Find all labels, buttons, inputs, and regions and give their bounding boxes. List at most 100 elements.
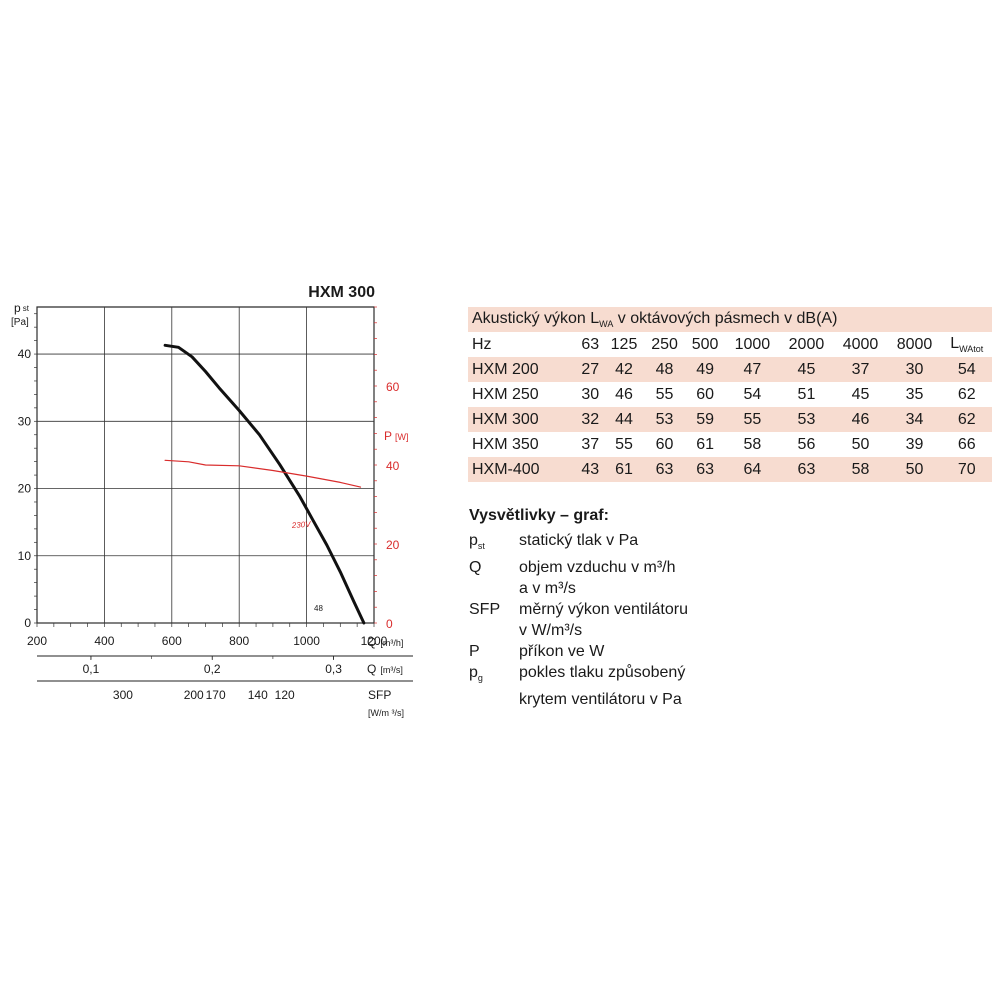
q-ms-axis-label: Q [m³/s] bbox=[367, 662, 403, 676]
table-header-cell: 63 bbox=[581, 335, 600, 353]
table-value-cell: 59 bbox=[684, 407, 726, 432]
power-curve-label: 230V bbox=[291, 520, 312, 530]
legend-symbol: Q bbox=[469, 559, 482, 577]
table-value-cell: 34 bbox=[887, 407, 942, 432]
table-value-cell: 61 bbox=[696, 435, 714, 453]
table-row: HXM 300 32 44 53 59 55 53 46 34 62 bbox=[468, 407, 992, 432]
table-value-cell: 35 bbox=[905, 385, 924, 403]
legend-description: pokles tlaku způsobený bbox=[519, 664, 686, 682]
table-title: Akustický výkon LWA v oktávových pásmech… bbox=[468, 307, 992, 332]
table-model-cell: HXM 300 bbox=[468, 407, 577, 432]
legend-item: SFP měrný výkon ventilátoru bbox=[469, 599, 688, 620]
pressure-curve bbox=[163, 343, 366, 625]
table-value-cell: 62 bbox=[941, 407, 992, 432]
legend-heading: Vysvětlivky – graf: bbox=[469, 507, 609, 524]
x-axis-label: Q [m³/h] bbox=[367, 635, 403, 649]
table-header-cell: 125 bbox=[610, 335, 638, 353]
table-value-cell: 53 bbox=[644, 407, 685, 432]
table-value-cell: 46 bbox=[615, 385, 633, 403]
y-axis-ticks: 0 10 20 30 40 bbox=[18, 347, 32, 630]
y-tick-label: 10 bbox=[18, 549, 32, 563]
table-value-cell: 63 bbox=[684, 457, 726, 482]
legend-item: pg pokles tlaku způsobený bbox=[469, 662, 688, 689]
legend-item: krytem ventilátoru v Pa bbox=[469, 689, 688, 710]
y-axis-label: p st bbox=[14, 301, 30, 315]
legend-description: v W/m³/s bbox=[519, 622, 583, 640]
sfp-axis-ticks: 300 200 170 140 120 bbox=[113, 688, 295, 702]
table-header-cell: 4000 bbox=[842, 335, 879, 353]
table-header-cell: 500 bbox=[691, 335, 719, 353]
table-value-cell: 50 bbox=[887, 457, 942, 482]
table-row: HXM 200 27 42 48 49 47 45 37 30 54 bbox=[468, 357, 992, 382]
y-right-tick-label: 40 bbox=[386, 459, 400, 473]
legend-description: a v m³/s bbox=[519, 580, 576, 598]
table-value-cell: 50 bbox=[851, 435, 870, 453]
table-body: HXM 200 27 42 48 49 47 45 37 30 54 HXM 250 30 46 55 60… bbox=[468, 357, 992, 482]
table-value-cell: 51 bbox=[797, 385, 816, 403]
table-value-cell: 30 bbox=[887, 357, 942, 382]
x-tick-label: 600 bbox=[162, 634, 182, 648]
table-value-cell: 44 bbox=[603, 407, 645, 432]
table-value-cell: 63 bbox=[644, 457, 685, 482]
table-value-cell: 55 bbox=[655, 385, 674, 403]
table-value-cell: 60 bbox=[696, 385, 714, 403]
table-value-cell: 62 bbox=[957, 385, 976, 403]
x-tick-label: 1200 bbox=[361, 634, 388, 648]
sfp-axis-label: SFP bbox=[368, 688, 391, 702]
table-row: HXM 250 30 46 55 60 54 51 45 35 62 bbox=[468, 382, 992, 407]
table-header-cell: 8000 bbox=[896, 335, 933, 353]
table-header-first: Hz bbox=[472, 335, 492, 353]
legend-symbol: SFP bbox=[469, 601, 501, 619]
sfp-tick-label: 140 bbox=[248, 688, 268, 702]
table-header-last: LWAtot bbox=[950, 334, 984, 355]
y-right-axis-ticks: 0 20 40 60 bbox=[386, 380, 400, 631]
table-value-cell: 54 bbox=[743, 385, 762, 403]
table-value-cell: 27 bbox=[576, 357, 604, 382]
table-value-cell: 63 bbox=[779, 457, 834, 482]
chart-legend: Vysvětlivky – graf: pst statický tlak v P… bbox=[469, 505, 688, 710]
table-value-cell: 54 bbox=[941, 357, 992, 382]
table-value-cell: 55 bbox=[725, 407, 780, 432]
legend-description: statický tlak v Pa bbox=[519, 532, 639, 549]
y-right-axis-label: P [W] bbox=[384, 429, 409, 443]
legend-item: a v m³/s bbox=[469, 578, 688, 599]
table-value-cell: 47 bbox=[725, 357, 780, 382]
legend-description: měrný výkon ventilátoru bbox=[519, 601, 688, 619]
table-model-cell: HXM 250 bbox=[472, 385, 539, 403]
x-tick-label: 200 bbox=[27, 634, 47, 648]
table-value-cell: 64 bbox=[725, 457, 780, 482]
table-value-cell: 49 bbox=[684, 357, 726, 382]
y-axis-unit: [Pa] bbox=[11, 317, 29, 328]
table-value-cell: 53 bbox=[779, 407, 834, 432]
table-value-cell: 60 bbox=[655, 435, 674, 453]
chart-series bbox=[163, 343, 366, 625]
table-title-row: Akustický výkon LWA v oktávových pásmech… bbox=[468, 307, 992, 332]
sfp-tick-label: 200 bbox=[184, 688, 204, 702]
sfp-tick-label: 300 bbox=[113, 688, 133, 702]
table-value-cell: 32 bbox=[576, 407, 604, 432]
table-value-cell: 37 bbox=[833, 357, 888, 382]
x-tick-label: 800 bbox=[229, 634, 249, 648]
legend-symbol: pst bbox=[469, 532, 485, 552]
y-right-tick-label: 20 bbox=[386, 538, 400, 552]
table-value-cell: 55 bbox=[615, 435, 633, 453]
x-tick-label: 400 bbox=[94, 634, 114, 648]
table-value-cell: 45 bbox=[779, 357, 834, 382]
legend-description: objem vzduchu v m³/h bbox=[519, 559, 676, 577]
table-row: HXM 350 37 55 60 61 58 56 50 39 66 bbox=[468, 432, 992, 457]
legend-description: příkon ve W bbox=[519, 643, 605, 661]
table-header-cell: 250 bbox=[651, 335, 678, 353]
table-header-row: Hz 63 125 250 500 1000 2000 4000 8000 LW… bbox=[468, 332, 992, 357]
table-row: HXM-400 43 61 63 63 64 63 58 50 70 bbox=[468, 457, 992, 482]
table-value-cell: 58 bbox=[743, 435, 762, 453]
q-ms-tick-label: 0,3 bbox=[325, 662, 342, 676]
legend-symbol: pg bbox=[469, 664, 483, 684]
table-value-cell: 43 bbox=[576, 457, 604, 482]
table-value-cell: 61 bbox=[603, 457, 645, 482]
legend-description: krytem ventilátoru v Pa bbox=[519, 691, 682, 709]
table-model-cell: HXM 200 bbox=[468, 357, 577, 382]
